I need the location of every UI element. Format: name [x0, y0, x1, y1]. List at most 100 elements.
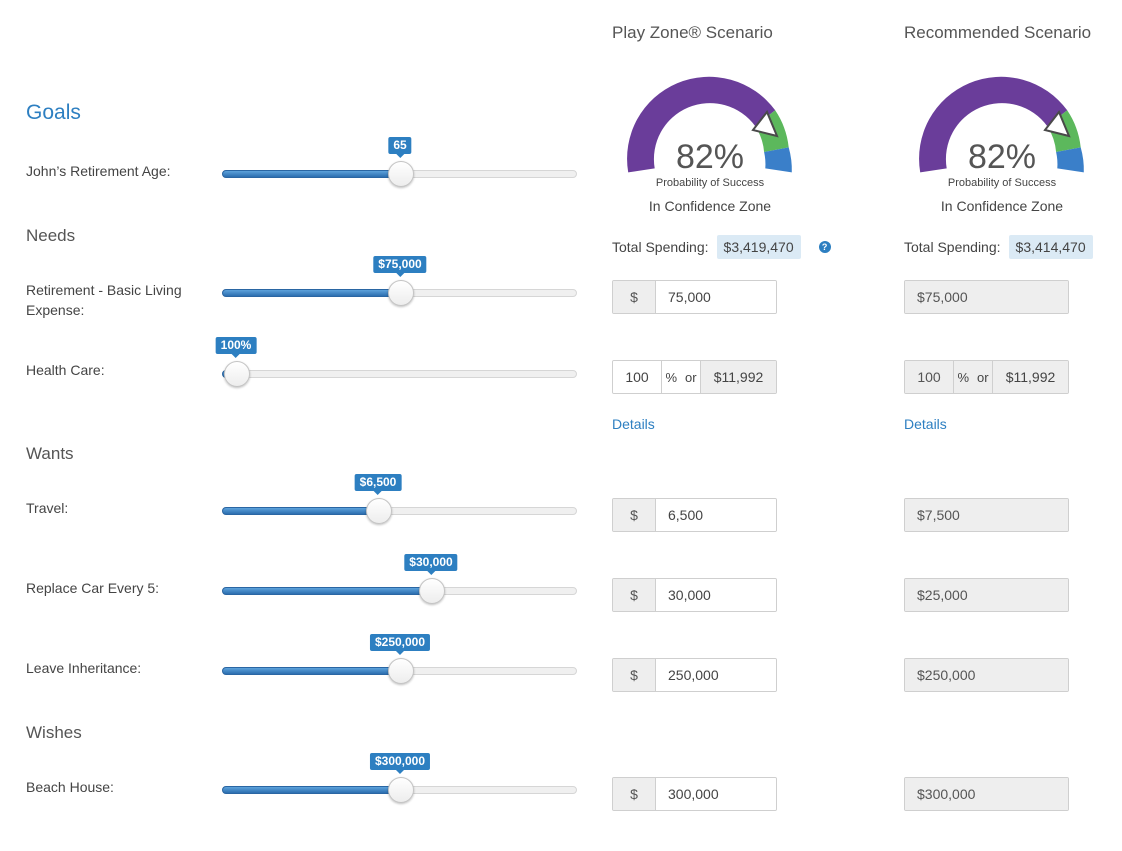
dollar-addon: $: [613, 659, 656, 691]
total-spending-label: Total Spending:: [612, 239, 709, 255]
car-rec-field: $25,000: [905, 579, 1068, 611]
slider-value-bubble: 65: [388, 137, 412, 158]
slider-value-bubble: $75,000: [373, 256, 427, 277]
slider-track[interactable]: [222, 161, 577, 187]
travel-rec-input: $7,500: [904, 498, 1069, 532]
inheritance-play-input[interactable]: $ 250,000: [612, 658, 777, 692]
dollar-addon: $: [613, 281, 656, 313]
health-care-amount: $11,992: [701, 361, 776, 393]
retirement-age-label: John’s Retirement Age:: [26, 163, 171, 179]
basic-living-play-input[interactable]: $ 75,000: [612, 280, 777, 314]
slider-fill: [222, 786, 400, 794]
total-spending-value: $3,414,470: [1008, 235, 1093, 259]
slider-handle[interactable]: [224, 361, 250, 387]
slider-handle[interactable]: [366, 498, 392, 524]
slider-handle[interactable]: [388, 658, 414, 684]
slider-value-bubble: $250,000: [369, 634, 431, 655]
travel-label: Travel:: [26, 500, 69, 516]
play-zone-details-link[interactable]: Details: [612, 416, 655, 432]
play-zone-probability-label: Probability of Success: [655, 177, 765, 189]
or-text: or: [685, 369, 697, 385]
play-zone-percent: 82%: [675, 138, 745, 176]
slider-fill: [222, 289, 400, 297]
slider-fill: [222, 170, 400, 178]
dollar-addon: $: [613, 579, 656, 611]
gauge-pointer-icon: [751, 110, 779, 138]
slider-fill: [222, 507, 378, 515]
gauge-segment-blue: [764, 147, 792, 173]
percent-sign: %: [665, 369, 677, 385]
slider-track[interactable]: [222, 578, 577, 604]
basic-living-label-line1: Retirement - Basic Living: [26, 282, 182, 298]
health-care-rec-percent-field: 100: [905, 361, 954, 393]
health-care-play-input[interactable]: 100 % or $11,992: [612, 360, 777, 394]
slider-track[interactable]: [222, 498, 577, 524]
recommended-probability-label: Probability of Success: [947, 177, 1057, 189]
dollar-addon: $: [613, 499, 656, 531]
slider-track[interactable]: [222, 361, 577, 387]
car-play-field[interactable]: 30,000: [656, 579, 776, 611]
recommended-title: Recommended Scenario: [904, 23, 1092, 42]
travel-play-field[interactable]: 6,500: [656, 499, 776, 531]
play-zone-zone-label: In Confidence Zone: [648, 198, 772, 214]
slider-handle[interactable]: [419, 578, 445, 604]
basic-living-label-line2: Expense:: [26, 302, 85, 318]
basic-living-rec-field: $75,000: [905, 281, 1068, 313]
recommended-gauge: [917, 76, 1087, 181]
total-spending-label: Total Spending:: [904, 239, 1001, 255]
slider-value-bubble: $6,500: [354, 474, 402, 495]
section-wants: Wants: [26, 444, 74, 463]
slider-track[interactable]: [222, 280, 577, 306]
gauge-chart: [919, 76, 1084, 173]
slider-handle[interactable]: [388, 280, 414, 306]
or-text: or: [977, 369, 989, 385]
inheritance-rec-field: $250,000: [905, 659, 1068, 691]
basic-living-play-field[interactable]: 75,000: [656, 281, 776, 313]
inheritance-label: Leave Inheritance:: [26, 660, 142, 676]
gauge-segment-blue: [1056, 147, 1084, 173]
inheritance-play-field[interactable]: 250,000: [656, 659, 776, 691]
recommended-percent: 82%: [967, 138, 1037, 176]
percent-or-addon: % or: [662, 361, 701, 393]
play-zone-gauge: [625, 76, 795, 181]
slider-track[interactable]: [222, 777, 577, 803]
inheritance-rec-input: $250,000: [904, 658, 1069, 692]
beach-house-rec-input: $300,000: [904, 777, 1069, 811]
slider-handle[interactable]: [388, 161, 414, 187]
recommended-total-spending: Total Spending: $3,414,470: [904, 235, 1093, 259]
play-zone-title: Play Zone® Scenario: [612, 23, 773, 42]
gauge-segment-purple: [627, 76, 776, 173]
health-care-rec-input: 100 % or $11,992: [904, 360, 1069, 394]
recommended-details-link[interactable]: Details: [904, 416, 947, 432]
travel-play-input[interactable]: $ 6,500: [612, 498, 777, 532]
question-circle-icon[interactable]: ?: [818, 241, 831, 253]
health-care-percent-field[interactable]: 100: [613, 361, 662, 393]
slider-fill: [222, 667, 400, 675]
basic-living-label: Retirement - Basic Living Expense:: [26, 280, 182, 320]
slider-fill: [222, 587, 431, 595]
car-play-input[interactable]: $ 30,000: [612, 578, 777, 612]
beach-house-label: Beach House:: [26, 779, 114, 795]
beach-house-play-input[interactable]: $ 300,000: [612, 777, 777, 811]
gauge-chart: [627, 76, 792, 173]
beach-house-play-field[interactable]: 300,000: [656, 778, 776, 810]
basic-living-rec-input: $75,000: [904, 280, 1069, 314]
total-spending-value: $3,419,470: [716, 235, 801, 259]
dollar-addon: $: [613, 778, 656, 810]
beach-house-rec-field: $300,000: [905, 778, 1068, 810]
gauge-pointer-icon: [1043, 110, 1071, 138]
section-wishes: Wishes: [26, 723, 82, 742]
play-zone-total-spending: Total Spending: $3,419,470 ?: [612, 235, 831, 259]
slider-value-bubble: $300,000: [369, 753, 431, 774]
gauge-segment-purple: [919, 76, 1068, 173]
car-rec-input: $25,000: [904, 578, 1069, 612]
recommended-zone-label: In Confidence Zone: [940, 198, 1064, 214]
percent-or-addon: % or: [954, 361, 993, 393]
slider-value-bubble: 100%: [215, 337, 257, 358]
car-label: Replace Car Every 5:: [26, 580, 160, 596]
percent-sign: %: [957, 369, 969, 385]
slider-track[interactable]: [222, 658, 577, 684]
travel-rec-field: $7,500: [905, 499, 1068, 531]
section-goals: Goals: [26, 101, 81, 124]
slider-handle[interactable]: [388, 777, 414, 803]
